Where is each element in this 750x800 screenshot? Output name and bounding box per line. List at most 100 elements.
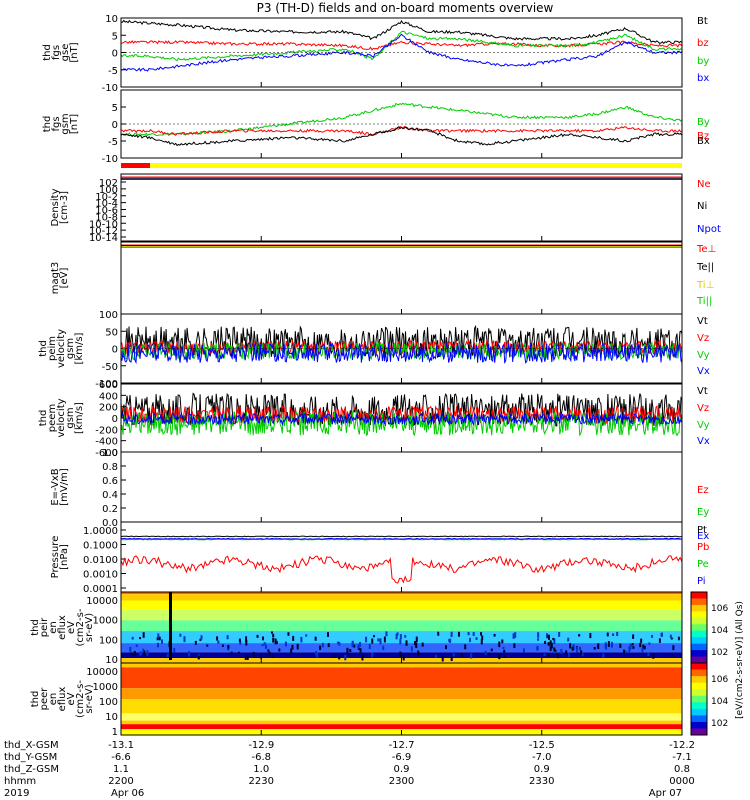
heatmap-cell-peir_eflux [480,632,483,636]
heatmap-cell-peir_eflux [371,652,374,658]
colorbar-tick: 102 [711,648,728,658]
ytick-label-density: 10-8 [95,212,118,223]
heatmap-cell-peir_eflux [556,654,559,659]
heatmap-cell-peir_eflux [200,635,203,640]
heatmap-band-peer_eflux [121,663,682,668]
xaxis-value: 1.0 [253,764,269,775]
heatmap-cell-peir_eflux [246,654,249,660]
heatmap-cell-peir_eflux [264,644,267,649]
ytick-label-fgs_gse: 10 [105,14,118,25]
heatmap-cell-peir_eflux [351,641,354,648]
heatmap-cell-peir_eflux [641,647,644,653]
ylabel-peem_velocity: peem [47,404,58,432]
panel-density: Density[cm-3] 10210010-210-410-610-810-10… [50,173,721,244]
heatmap-band-peer_eflux [121,699,682,714]
ytick-label-peir_eflux: 1000 [93,616,118,627]
heatmap-cell-peir_eflux [135,644,138,648]
colorbar-segment [691,682,707,690]
heatmap-cell-peir_eflux [643,645,646,650]
series-line-peim_velocity-3 [120,341,683,365]
heatmap-cell-peir_eflux [651,634,654,638]
heatmap-cell-peir_eflux [244,655,247,660]
colorbar-segment [691,630,707,638]
heatmap-cell-peir_eflux [274,638,277,645]
ytick-label-fgs_gse: -5 [108,66,118,77]
ytick-label-peer_eflux: 100 [99,697,118,708]
heatmap-cell-peir_eflux [547,653,550,657]
ytick-label-density: 100 [99,185,118,196]
ytick-label-density: 10-12 [89,226,118,237]
heatmap-cell-peir_eflux [514,632,517,638]
heatmap-cell-peir_eflux [238,638,241,643]
heatmap-cell-peir_eflux [133,650,136,657]
legend-peim_velocity: Vy [697,350,710,361]
xaxis-value: -12.7 [389,740,415,751]
ytick-label-fgs_gse: 5 [112,31,118,42]
heatmap-cell-peir_eflux [640,638,643,643]
heatmap-cell-peir_eflux [287,632,290,636]
heatmap-cell-peir_eflux [142,648,145,652]
heatmap-cell-peir_eflux [173,647,176,653]
xaxis-value: 0.9 [394,764,410,775]
heatmap-cell-peir_eflux [567,637,570,642]
heatmap-cell-peir_eflux [625,650,628,654]
heatmap-cell-peir_eflux [421,642,424,647]
heatmap-cell-peir_eflux [314,636,317,641]
heatmap-cell-peir_eflux [581,652,584,657]
heatmap-cell-peir_eflux [572,644,575,651]
colorbar-tick: 104 [711,626,728,636]
ytick-label-pressure: 0.0010 [83,570,118,581]
heatmap-cell-peir_eflux [157,633,160,638]
heatmap-cell-peir_eflux [259,654,262,659]
heatmap-cell-peir_eflux [372,635,375,638]
colorbar-segment [691,689,707,697]
colorbar-segment [691,708,707,716]
heatmap-cell-peir_eflux [537,638,540,641]
heatmap-cell-peir_eflux [336,641,339,644]
heatmap-cell-peir_eflux [239,641,242,645]
ylabel-fgs_gsm: fgs [51,116,62,131]
colorbar-segment [691,715,707,723]
heatmap-cell-peir_eflux [256,634,259,638]
legend-fgs_gse: bx [697,73,709,84]
heatmap-cell-peir_eflux [472,632,475,636]
ylabel-fgs_gsm: thd [42,116,53,133]
heatmap-cell-peir_eflux [490,648,493,652]
heatmap-cell-peir_eflux [605,643,608,650]
colorbar-segment [691,656,707,664]
heatmap-cell-peir_eflux [139,637,142,640]
heatmap-band-peir_eflux [121,652,682,659]
heatmap-band-peir_eflux [121,592,682,595]
heatmap-cell-peir_eflux [481,635,484,640]
ytick-label-peem_velocity: -600 [95,448,118,459]
xaxis-value: -12.9 [248,740,274,751]
heatmap-cell-peir_eflux [353,644,356,648]
heatmap-cell-peir_eflux [290,648,293,653]
heatmap-cell-peir_eflux [326,632,329,637]
heatmap-cell-peir_eflux [652,653,655,659]
ylabel-peer_eflux: (cm2-s- [75,680,86,718]
ytick-label-density: 10-6 [95,206,118,217]
heatmap-cell-peir_eflux [166,653,169,658]
heatmap-cell-peir_eflux [632,646,635,649]
heatmap-cell-peir_eflux [129,646,132,653]
xaxis-value: -6.8 [251,752,271,763]
heatmap-cell-peir_eflux [444,645,447,650]
colorbar-segment [691,702,707,710]
ytick-label-density: 10-4 [95,199,118,210]
heatmap-cell-peir_eflux [359,648,362,653]
legend-temperature: Ti⊥ [696,280,714,291]
ytick-label-efield: 0.2 [102,504,118,515]
heatmap-cell-peir_eflux [267,649,270,652]
legend-pressure: Pt [697,525,707,536]
heatmap-cell-peir_eflux [399,634,402,640]
legend-peim_velocity: Vz [697,333,709,344]
series-line-fgs_gse-2 [120,30,683,62]
heatmap-cell-peir_eflux [359,641,362,647]
ytick-label-peer_eflux: 1 [112,727,118,738]
colorbar-segment [691,650,707,658]
heatmap-cell-peir_eflux [498,641,501,648]
heatmap-cell-peir_eflux [450,655,453,662]
